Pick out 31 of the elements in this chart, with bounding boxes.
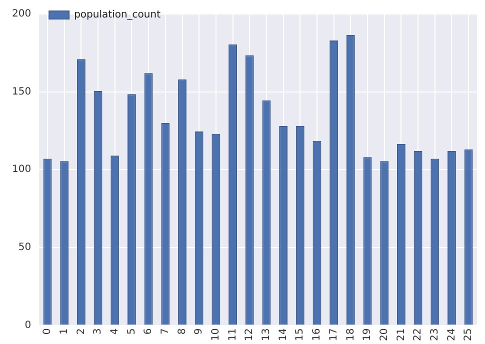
- y-tick-label: 50: [18, 242, 32, 254]
- x-tick-label: 23: [429, 328, 440, 342]
- x-tick-label: 15: [294, 328, 306, 342]
- x-tick-label: 22: [412, 328, 424, 342]
- x-tick-label: 19: [362, 328, 374, 342]
- x-tick-label: 17: [328, 328, 340, 342]
- x-tick-label: 1: [58, 328, 70, 335]
- x-tick-label: 11: [227, 328, 238, 342]
- x-tick-label: 9: [194, 328, 205, 335]
- x-tick-label: 14: [278, 328, 289, 342]
- x-tick-label: 12: [244, 328, 256, 342]
- x-tick-label: 16: [312, 328, 323, 342]
- legend-label: population_count: [74, 10, 161, 21]
- y-tick-label: 150: [12, 86, 32, 98]
- x-tick-label: 10: [210, 328, 222, 342]
- y-tick-label: 100: [12, 164, 32, 176]
- x-tick-label: 25: [463, 328, 474, 342]
- x-tick-label: 20: [378, 328, 390, 342]
- x-tick-label: 24: [446, 328, 458, 342]
- x-tick-label: 7: [160, 328, 171, 335]
- x-tick-label: 4: [109, 328, 120, 335]
- x-tick-label: 2: [76, 328, 87, 335]
- y-tick-label: 200: [12, 8, 32, 20]
- x-tick-label: 21: [396, 328, 407, 342]
- x-tick-label: 8: [176, 328, 188, 335]
- x-tick-label: 6: [143, 328, 154, 335]
- x-tick-label: 18: [345, 328, 356, 342]
- x-tick-label: 13: [261, 328, 272, 342]
- x-tick-label: 3: [92, 328, 104, 335]
- x-tick-label: 5: [126, 328, 138, 335]
- x-tick-label: 0: [42, 328, 54, 335]
